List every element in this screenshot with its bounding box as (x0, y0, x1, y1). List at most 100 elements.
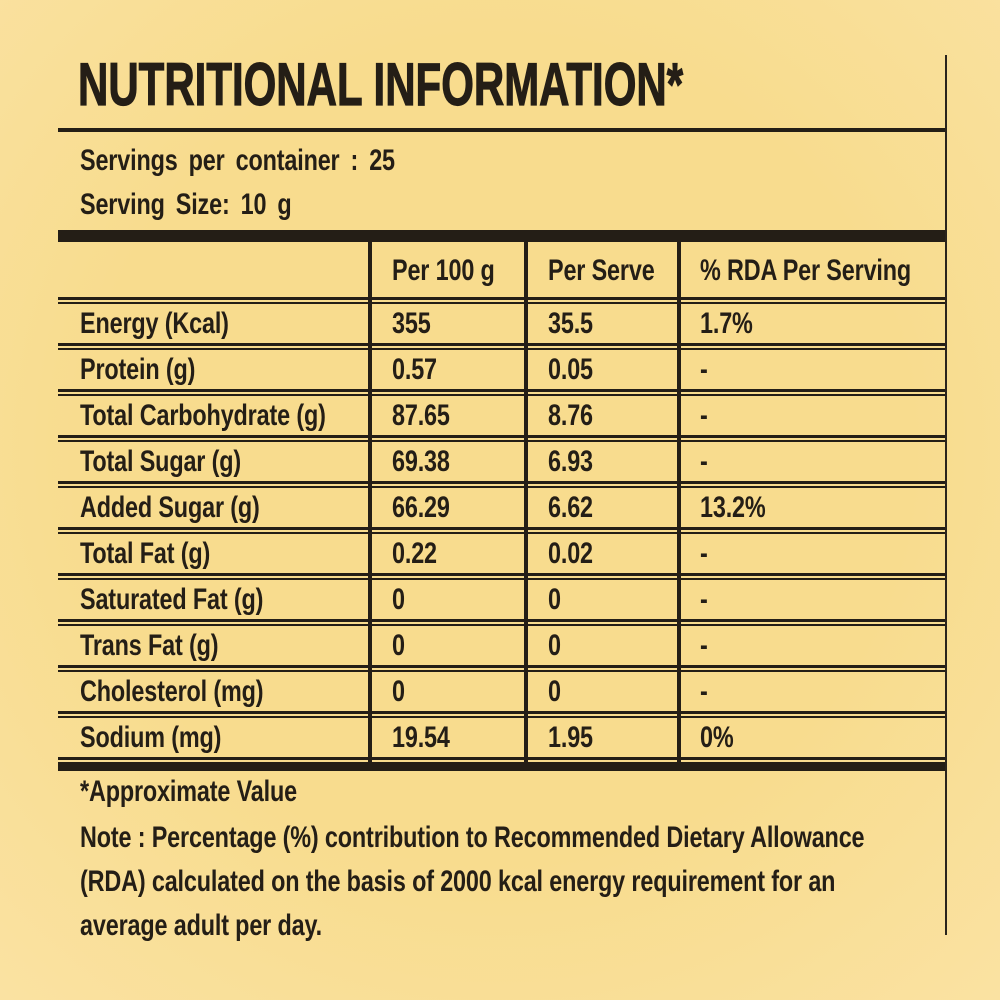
cell-per-serve: 6.62 (548, 488, 606, 527)
value-per-serve: 0.05 (548, 352, 593, 386)
servings-per-container-text: Servings per container : 25 (80, 144, 395, 177)
cell-nutrient: Trans Fat (g) (80, 626, 257, 665)
value-rda-per-serving: - (700, 674, 708, 708)
title-divider (58, 128, 947, 132)
cell-per-serve: 0 (548, 580, 565, 619)
cell-nutrient: Total Fat (g) (80, 534, 247, 573)
value-per-serve: 0 (548, 628, 561, 662)
value-per-serve: 0.02 (548, 536, 593, 570)
label-right-edge (945, 55, 947, 935)
cell-per-serve: 0.02 (548, 534, 606, 573)
value-per-serve: 8.76 (548, 398, 593, 432)
cell-per-serve: 35.5 (548, 304, 606, 343)
value-per-serve: 1.95 (548, 720, 593, 754)
cell-per-100g: 0.57 (392, 350, 450, 389)
cell-per-100g: 0 (392, 672, 409, 711)
page-title: NUTRITIONAL INFORMATION* (78, 51, 684, 118)
cell-per-serve: 0.05 (548, 350, 606, 389)
rda-note-line-2-text: (RDA) calculated on the basis of 2000 kc… (80, 865, 836, 898)
table-row: Trans Fat (g) 0 0 - (58, 624, 947, 668)
header-cell-per-100g: Per 100 g (392, 244, 524, 297)
cell-per-100g: 66.29 (392, 488, 466, 527)
nutrient-name: Total Carbohydrate (g) (80, 398, 326, 432)
cell-nutrient: Total Sugar (g) (80, 442, 286, 481)
cell-per-100g: 0 (392, 580, 409, 619)
value-per-100g: 19.54 (392, 720, 450, 754)
serving-size-text: Serving Size: 10 g (80, 188, 292, 221)
value-per-100g: 0 (392, 674, 405, 708)
cell-rda-per-serving: - (700, 626, 710, 665)
cell-rda-per-serving: - (700, 672, 710, 711)
cell-per-serve: 0 (548, 672, 565, 711)
nutrient-name: Trans Fat (g) (80, 628, 219, 662)
value-rda-per-serving: 13.2% (700, 490, 766, 524)
cell-per-100g: 87.65 (392, 396, 466, 435)
cell-rda-per-serving: - (700, 442, 710, 481)
cell-nutrient: Protein (g) (80, 350, 228, 389)
rda-note-line: average adult per day. (80, 904, 1000, 948)
cell-per-100g: 355 (392, 304, 441, 343)
column-divider-1 (368, 230, 372, 771)
header-per-100g-label: Per 100 g (392, 253, 495, 287)
table-row: Saturated Fat (g) 0 0 - (58, 578, 947, 622)
value-per-100g: 0.57 (392, 352, 437, 386)
cell-per-serve: 0 (548, 626, 565, 665)
cell-rda-per-serving: 0% (700, 718, 743, 757)
value-per-100g: 0 (392, 628, 405, 662)
table-bottom-bar (58, 762, 947, 771)
cell-rda-per-serving: - (700, 534, 710, 573)
value-rda-per-serving: 0% (700, 720, 734, 754)
value-rda-per-serving: - (700, 444, 708, 478)
cell-rda-per-serving: - (700, 396, 710, 435)
column-divider-3 (677, 230, 681, 771)
cell-nutrient: Cholesterol (mg) (80, 672, 315, 711)
value-per-serve: 0 (548, 674, 561, 708)
nutrient-name: Total Fat (g) (80, 536, 211, 570)
table-row: Sodium (mg) 19.54 1.95 0% (58, 716, 947, 760)
value-per-100g: 355 (392, 306, 431, 340)
cell-per-serve: 1.95 (548, 718, 606, 757)
cell-per-100g: 69.38 (392, 442, 466, 481)
value-rda-per-serving: - (700, 398, 708, 432)
value-per-serve: 35.5 (548, 306, 593, 340)
servings-per-container: Servings per container : 25 (80, 144, 484, 178)
table-header-row: Per 100 g Per Serve % RDA Per Serving (58, 244, 947, 300)
cell-per-serve: 8.76 (548, 396, 606, 435)
table-row: Protein (g) 0.57 0.05 - (58, 348, 947, 392)
nutrient-name: Sodium (mg) (80, 720, 222, 754)
table-row: Total Sugar (g) 69.38 6.93 - (58, 440, 947, 484)
cell-rda-per-serving: - (700, 350, 710, 389)
column-divider-2 (524, 230, 528, 771)
value-per-100g: 0.22 (392, 536, 437, 570)
serving-size: Serving Size: 10 g (80, 188, 351, 222)
value-rda-per-serving: 1.7% (700, 306, 753, 340)
table-top-bar (58, 230, 947, 242)
value-per-100g: 66.29 (392, 490, 450, 524)
table-row: Total Fat (g) 0.22 0.02 - (58, 532, 947, 576)
value-per-serve: 0 (548, 582, 561, 616)
header-cell-per-serve: Per Serve (548, 244, 685, 297)
approximate-value-note: *Approximate Value (80, 775, 358, 809)
header-per-serve-label: Per Serve (548, 253, 655, 287)
cell-rda-per-serving: 1.7% (700, 304, 768, 343)
cell-rda-per-serving: - (700, 580, 710, 619)
value-per-100g: 0 (392, 582, 405, 616)
cell-nutrient: Energy (Kcal) (80, 304, 271, 343)
header-rda-label: % RDA Per Serving (700, 253, 912, 287)
cell-per-100g: 19.54 (392, 718, 466, 757)
value-per-serve: 6.62 (548, 490, 593, 524)
rda-note: Note : Percentage (%) contribution to Re… (80, 816, 1000, 948)
value-per-100g: 87.65 (392, 398, 450, 432)
cell-per-serve: 6.93 (548, 442, 606, 481)
cell-nutrient: Added Sugar (g) (80, 488, 310, 527)
cell-nutrient: Total Carbohydrate (g) (80, 396, 395, 435)
nutrient-name: Energy (Kcal) (80, 306, 229, 340)
header-cell-rda: % RDA Per Serving (700, 244, 971, 297)
table-row: Cholesterol (mg) 0 0 - (58, 670, 947, 714)
value-rda-per-serving: - (700, 582, 708, 616)
rda-note-line: (RDA) calculated on the basis of 2000 kc… (80, 860, 1000, 904)
nutrient-name: Added Sugar (g) (80, 490, 260, 524)
value-rda-per-serving: - (700, 352, 708, 386)
cell-per-100g: 0 (392, 626, 409, 665)
rda-note-line-3-text: average adult per day. (80, 909, 322, 942)
